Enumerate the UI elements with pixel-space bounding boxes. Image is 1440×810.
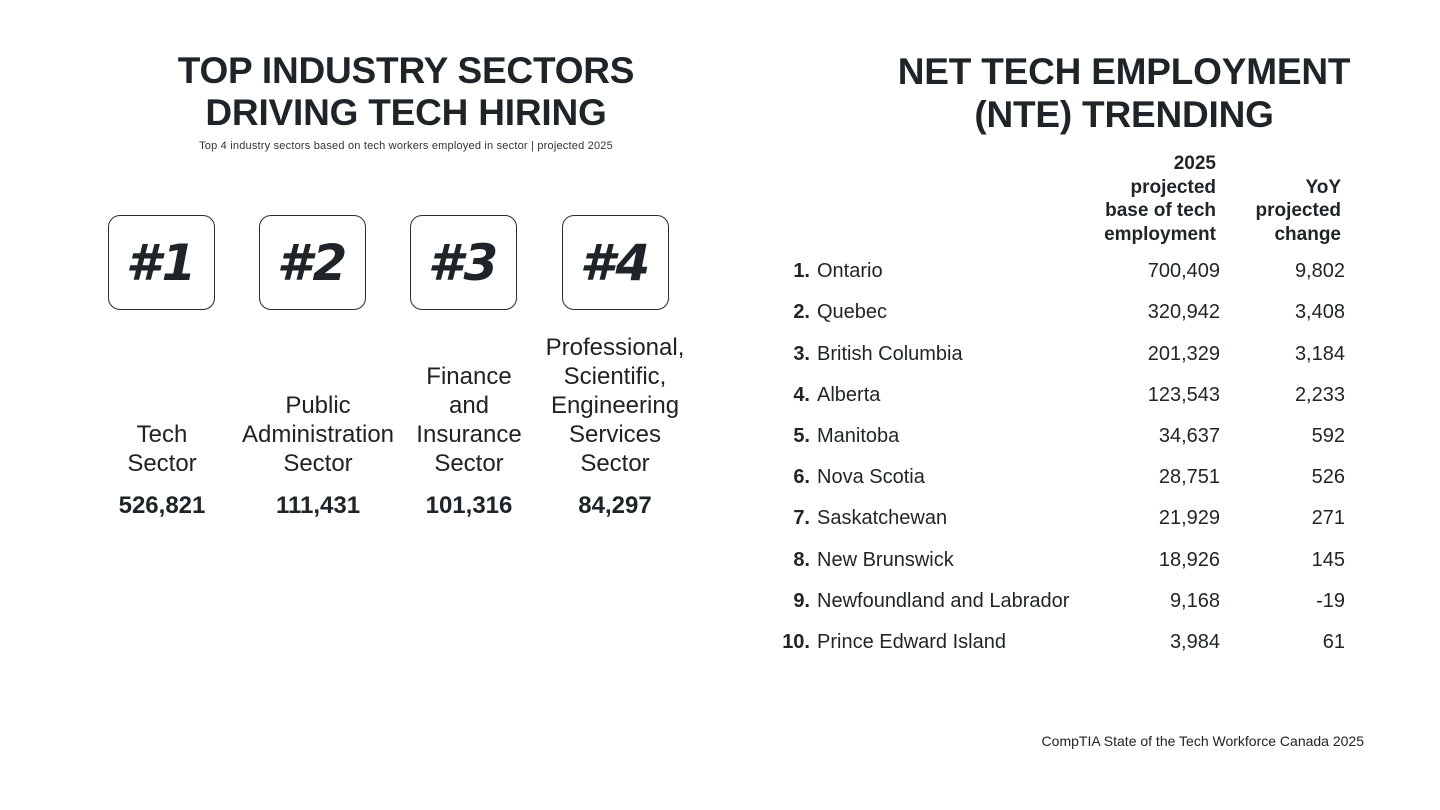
province-name: Prince Edward Island xyxy=(817,631,1006,653)
rank-badge: #3 xyxy=(410,215,517,310)
base-employment: 123,543 xyxy=(1147,384,1220,406)
rank-number: 5. xyxy=(793,425,810,447)
rank-number: 2. xyxy=(793,301,810,323)
nte-title-line1: NET TECH EMPLOYMENT xyxy=(897,51,1351,92)
table-row: 5. Manitoba 34,637 592 xyxy=(760,425,1360,455)
sector-name: Finance and Insurance Sector xyxy=(394,362,544,478)
yoy-change: 3,408 xyxy=(1294,301,1345,323)
sector-name-line: and xyxy=(448,392,490,419)
base-employment: 320,942 xyxy=(1147,301,1220,323)
column-header-line: projected xyxy=(1130,176,1216,198)
sector-name-line: Public xyxy=(285,392,351,419)
sector-name-line: Sector xyxy=(127,450,197,477)
sector-name-line: Professional, xyxy=(545,334,685,361)
rank-badge: #1 xyxy=(108,215,215,310)
column-header-line: change xyxy=(1274,223,1341,245)
sectors-title-line1: TOP INDUSTRY SECTORS xyxy=(177,50,635,91)
yoy-change: 3,184 xyxy=(1294,343,1345,365)
province-name: New Brunswick xyxy=(817,549,954,571)
yoy-change: 145 xyxy=(1311,549,1345,571)
sectors-title: TOP INDUSTRY SECTORS DRIVING TECH HIRING xyxy=(130,50,682,134)
column-header-line: 2025 xyxy=(1173,153,1216,174)
base-employment: 3,984 xyxy=(1169,631,1220,653)
sector-value: 101,316 xyxy=(425,492,513,519)
rank-number: 6. xyxy=(793,466,810,488)
province-name: British Columbia xyxy=(817,343,963,365)
sector-name-line: Services xyxy=(568,421,662,448)
yoy-change: -19 xyxy=(1316,590,1345,612)
table-row: 4. Alberta 123,543 2,233 xyxy=(760,384,1360,414)
sector-name-line: Scientific, xyxy=(563,363,667,390)
sectors-subtitle: Top 4 industry sectors based on tech wor… xyxy=(199,140,613,152)
province-name: Nova Scotia xyxy=(817,466,925,488)
table-row: 9. Newfoundland and Labrador 9,168 -19 xyxy=(760,590,1360,620)
base-employment: 18,926 xyxy=(1158,549,1220,571)
yoy-change: 526 xyxy=(1311,466,1345,488)
yoy-change: 271 xyxy=(1311,507,1345,529)
base-employment: 28,751 xyxy=(1158,466,1220,488)
sector-value: 84,297 xyxy=(578,492,652,519)
nte-title-line2: (NTE) TRENDING xyxy=(974,94,1274,135)
sector-name-line: Sector xyxy=(283,450,353,477)
sector-name-line: Sector xyxy=(580,450,650,477)
province-name: Ontario xyxy=(817,260,883,282)
base-employment: 34,637 xyxy=(1158,425,1220,447)
sector-name-line: Finance xyxy=(426,363,512,390)
column-header-line: employment xyxy=(1104,223,1216,245)
nte-title: NET TECH EMPLOYMENT (NTE) TRENDING xyxy=(880,50,1368,136)
table-row: 1. Ontario 700,409 9,802 xyxy=(760,260,1360,290)
column-header-line: YoY xyxy=(1305,176,1341,198)
rank-number: 7. xyxy=(793,507,810,529)
table-row: 8. New Brunswick 18,926 145 xyxy=(760,549,1360,579)
sector-value: 526,821 xyxy=(118,492,206,519)
base-employment: 700,409 xyxy=(1147,260,1220,282)
rank-number: 9. xyxy=(793,590,810,612)
column-header-line: base of tech xyxy=(1105,200,1216,221)
sector-name-line: Insurance xyxy=(416,421,522,448)
base-employment: 201,329 xyxy=(1147,343,1220,365)
table-row: 2. Quebec 320,942 3,408 xyxy=(760,301,1360,331)
sector-name-line: Sector xyxy=(434,450,504,477)
rank-number: 3. xyxy=(793,343,810,365)
table-row: 3. British Columbia 201,329 3,184 xyxy=(760,343,1360,373)
sector-name: Tech Sector xyxy=(87,420,237,478)
sector-name-line: Tech xyxy=(136,421,188,448)
province-name: Newfoundland and Labrador xyxy=(817,590,1070,612)
sector-name: Professional, Scientific, Engineering Se… xyxy=(540,333,690,478)
yoy-change: 61 xyxy=(1322,631,1345,653)
sector-value: 111,431 xyxy=(275,492,361,519)
rank-number: 4. xyxy=(793,384,810,406)
rank-number: 1. xyxy=(793,260,810,282)
rank-badge: #2 xyxy=(259,215,366,310)
sector-name-line: Engineering xyxy=(550,392,680,419)
column-header-base: 2025 projected base of tech employment xyxy=(1104,152,1216,246)
yoy-change: 592 xyxy=(1311,425,1345,447)
table-row: 7. Saskatchewan 21,929 271 xyxy=(760,507,1360,537)
province-name: Quebec xyxy=(817,301,888,323)
rank-number: 10. xyxy=(782,631,810,653)
base-employment: 21,929 xyxy=(1158,507,1220,529)
province-name: Saskatchewan xyxy=(817,507,948,529)
source-credit: CompTIA State of the Tech Workforce Cana… xyxy=(1041,733,1364,749)
yoy-change: 9,802 xyxy=(1294,260,1345,282)
table-row: 10. Prince Edward Island 3,984 61 xyxy=(760,631,1360,661)
province-name: Alberta xyxy=(817,384,881,406)
column-header-line: projected xyxy=(1255,200,1341,221)
province-name: Manitoba xyxy=(817,425,900,447)
column-header-change: YoY projected change xyxy=(1255,176,1341,247)
table-row: 6. Nova Scotia 28,751 526 xyxy=(760,466,1360,496)
rank-badge: #4 xyxy=(562,215,669,310)
sectors-title-line2: DRIVING TECH HIRING xyxy=(205,92,607,133)
sector-name: Public Administration Sector xyxy=(238,391,398,478)
sector-name-line: Administration xyxy=(241,421,395,448)
base-employment: 9,168 xyxy=(1169,590,1220,612)
rank-number: 8. xyxy=(793,549,810,571)
yoy-change: 2,233 xyxy=(1294,384,1345,406)
